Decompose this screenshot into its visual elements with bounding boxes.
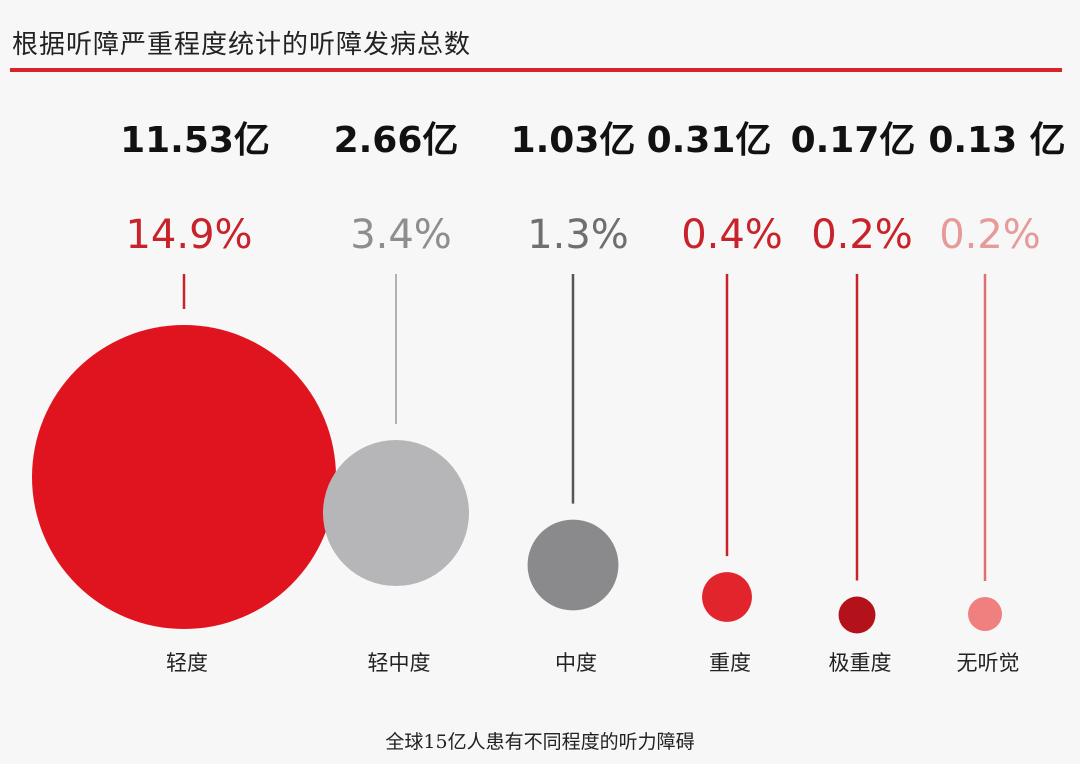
category-label: 重度 (709, 651, 751, 675)
percent-label: 1.3% (527, 212, 629, 258)
chart-caption: 全球15亿人患有不同程度的听力障碍 (385, 731, 695, 753)
category-label: 轻度 (166, 651, 208, 675)
percent-label: 0.2% (939, 212, 1041, 258)
chart-title: 根据听障严重程度统计的听障发病总数 (12, 30, 472, 60)
percent-label: 3.4% (350, 212, 452, 258)
bubble (527, 519, 619, 611)
percent-label: 0.4% (681, 212, 783, 258)
bubble (32, 325, 336, 629)
bubble (702, 572, 752, 622)
count-label: 2.66亿 (334, 120, 459, 161)
count-label: 0.17亿 (791, 120, 916, 161)
bubble (838, 596, 876, 634)
count-label: 0.13 亿 (928, 120, 1065, 161)
category-label: 轻中度 (368, 651, 431, 675)
percent-label: 14.9% (125, 212, 252, 258)
category-label: 无听觉 (957, 651, 1020, 675)
title-underline (10, 68, 1062, 72)
count-label: 1.03亿 (511, 120, 636, 161)
category-label: 中度 (555, 651, 597, 675)
count-label: 11.53亿 (120, 120, 270, 161)
count-label: 0.31亿 (647, 120, 772, 161)
category-label: 极重度 (829, 651, 892, 675)
percent-label: 0.2% (811, 212, 913, 258)
bubble (968, 597, 1002, 631)
bubble (322, 439, 470, 587)
